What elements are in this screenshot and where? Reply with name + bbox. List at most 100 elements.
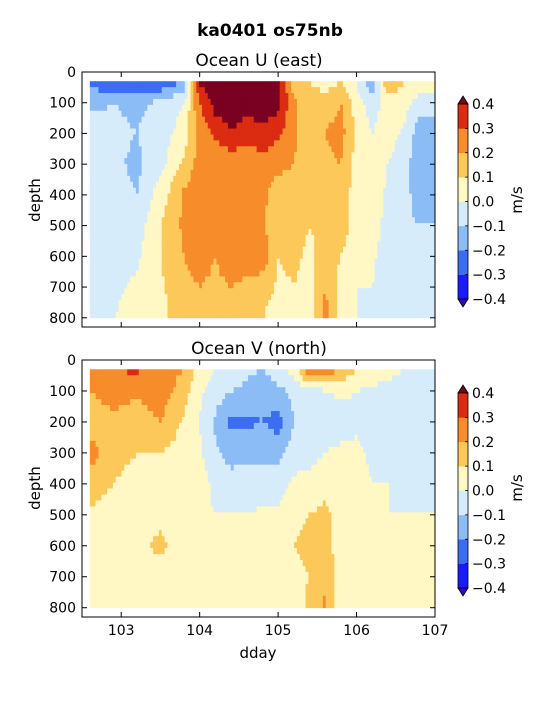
heatmap-cell: [245, 187, 249, 194]
heatmap-cell: [371, 87, 375, 94]
heatmap-cell: [337, 288, 341, 295]
heatmap-cell: [184, 288, 189, 295]
heatmap-cell: [233, 240, 237, 248]
heatmap-cell: [256, 211, 260, 218]
heatmap-cell: [380, 270, 384, 277]
heatmap-cell: [380, 311, 384, 319]
heatmap-cell: [406, 122, 410, 129]
heatmap-cell: [184, 187, 189, 194]
heatmap-cell: [414, 152, 419, 159]
heatmap-cell: [89, 595, 94, 603]
heatmap-cell: [314, 104, 318, 112]
heatmap-cell: [296, 300, 301, 307]
heatmap-cell: [95, 311, 99, 319]
heatmap-cell: [388, 128, 393, 135]
heatmap-cell: [124, 264, 128, 271]
heatmap-cell: [388, 93, 393, 100]
heatmap-cell: [150, 300, 154, 307]
heatmap-cell: [386, 93, 390, 100]
heatmap-cell: [351, 223, 355, 230]
heatmap-cell: [245, 104, 249, 112]
heatmap-cell: [167, 217, 171, 224]
heatmap-cell: [273, 270, 278, 277]
heatmap-cell: [98, 300, 102, 307]
heatmap-cell: [242, 258, 246, 265]
heatmap-cell: [101, 175, 105, 183]
heatmap-cell: [262, 146, 266, 153]
heatmap-cell: [176, 300, 180, 307]
heatmap-cell: [328, 300, 332, 307]
heatmap-cell: [118, 252, 122, 260]
heatmap-cell: [317, 152, 321, 159]
heatmap-cell: [414, 264, 419, 271]
heatmap-cell: [383, 128, 387, 135]
heatmap-cell: [109, 193, 114, 200]
heatmap-cell: [95, 294, 99, 301]
heatmap-cell: [256, 217, 260, 224]
heatmap-cell: [239, 110, 243, 118]
heatmap-cell: [115, 93, 120, 100]
heatmap-cell: [276, 305, 281, 313]
heatmap-cell: [322, 116, 327, 124]
heatmap-cell: [248, 110, 252, 118]
heatmap-cell: [173, 240, 177, 248]
heatmap-cell: [328, 199, 332, 206]
heatmap-cell: [365, 288, 370, 295]
heatmap-cell: [386, 217, 390, 224]
heatmap-cell: [351, 294, 355, 301]
heatmap-cell: [184, 87, 189, 94]
heatmap-cell: [236, 300, 240, 307]
heatmap-cell: [158, 110, 163, 118]
heatmap-cell: [400, 276, 404, 283]
heatmap-cell: [423, 311, 427, 319]
heatmap-cell: [210, 152, 214, 159]
heatmap-cell: [107, 258, 111, 265]
heatmap-cell: [383, 175, 387, 183]
heatmap-cell: [109, 199, 114, 206]
heatmap-cell: [101, 276, 105, 283]
heatmap-cell: [193, 104, 197, 112]
heatmap-cell: [92, 387, 96, 394]
colorbar-under-extension: [457, 298, 469, 308]
heatmap-cell: [135, 134, 140, 141]
heatmap-cell: [109, 110, 114, 118]
heatmap-cell: [414, 128, 419, 135]
heatmap-cell: [112, 134, 117, 141]
heatmap-cell: [337, 234, 341, 242]
heatmap-cell: [92, 193, 96, 200]
heatmap-cell: [294, 234, 298, 242]
heatmap-cell: [158, 276, 163, 283]
heatmap-cell: [331, 152, 335, 159]
heatmap-cell: [242, 311, 246, 319]
heatmap-cell: [328, 87, 332, 94]
heatmap-cell: [242, 300, 246, 307]
heatmap-cell: [426, 87, 430, 94]
heatmap-cell: [161, 193, 166, 200]
heatmap-cell: [115, 270, 120, 277]
heatmap-cell: [176, 152, 180, 159]
heatmap-cell: [360, 116, 364, 124]
heatmap-cell: [426, 199, 430, 206]
heatmap-cell: [429, 93, 433, 100]
heatmap-cell: [112, 264, 117, 271]
heatmap-cell: [187, 81, 191, 88]
heatmap-cell: [181, 134, 186, 141]
heatmap-cell: [432, 217, 436, 224]
heatmap-cell: [242, 93, 246, 100]
heatmap-cell: [98, 305, 102, 313]
heatmap-cell: [107, 246, 111, 254]
heatmap-cell: [374, 193, 378, 200]
heatmap-cell: [432, 81, 436, 88]
heatmap-cell: [193, 140, 197, 147]
heatmap-cell: [170, 164, 174, 171]
heatmap-cell: [101, 240, 105, 248]
heatmap-cell: [98, 122, 102, 129]
heatmap-cell: [400, 199, 404, 206]
heatmap-cell: [164, 146, 168, 153]
heatmap-cell: [319, 294, 324, 301]
heatmap-cell: [127, 81, 131, 88]
heatmap-cell: [432, 116, 436, 124]
heatmap-cell: [380, 187, 384, 194]
heatmap-cell: [150, 211, 154, 218]
heatmap-cell: [365, 81, 370, 88]
